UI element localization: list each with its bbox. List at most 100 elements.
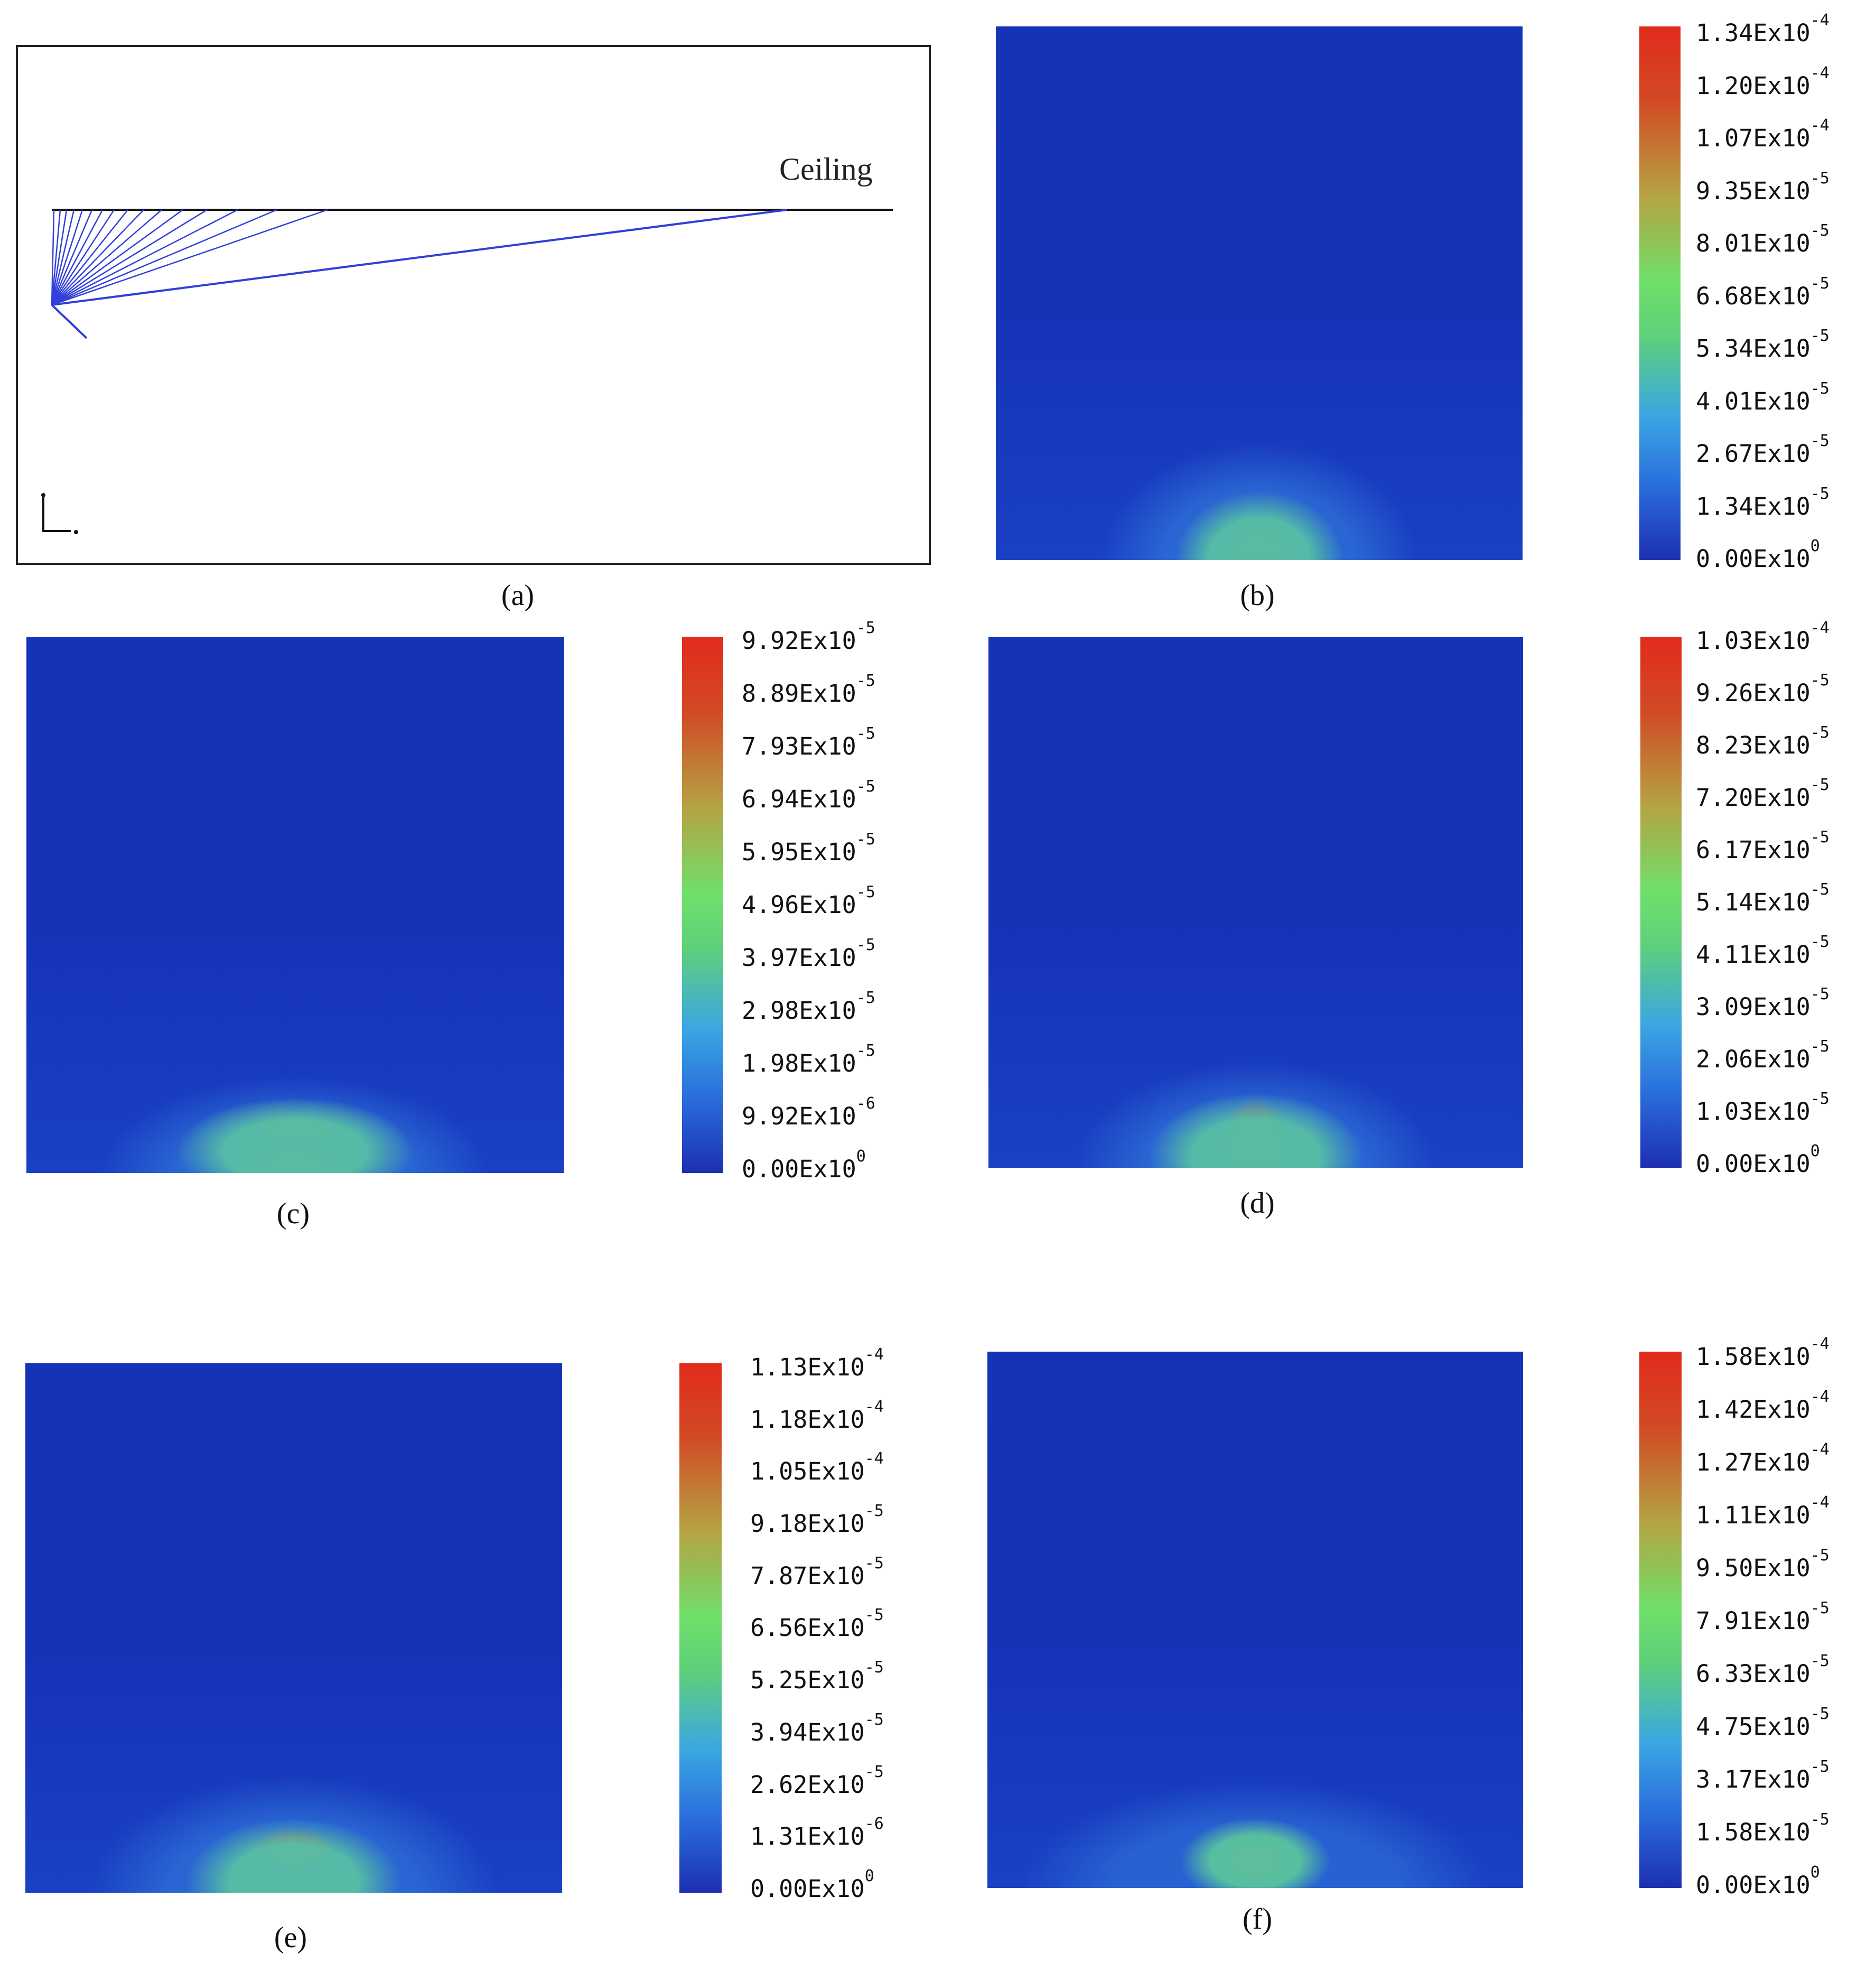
ray-line bbox=[51, 209, 144, 305]
ray-line bbox=[51, 209, 55, 305]
panel-a-geometry: Ceiling bbox=[16, 45, 931, 565]
colorbar-tick-label: 7.93Ex10-5 bbox=[742, 724, 875, 760]
colorbar-tick-label: 2.67Ex10-5 bbox=[1696, 432, 1830, 468]
colorbar-f-labels: 1.58Ex10-4 1.42Ex10-4 1.27Ex10-4 1.11Ex10-4… bbox=[1696, 1335, 1830, 1899]
colorbar-tick-label: 9.92Ex10-5 bbox=[742, 619, 875, 655]
caption-e: (e) bbox=[274, 1921, 307, 1954]
panel-a: Ceiling bbox=[16, 45, 931, 565]
ray-line bbox=[51, 209, 115, 305]
ray-line bbox=[51, 209, 128, 305]
colorbar-tick-label: 6.68Ex10-5 bbox=[1696, 274, 1830, 310]
colorbar-d bbox=[1640, 637, 1682, 1168]
colorbar-tick-label: 3.09Ex10-5 bbox=[1696, 985, 1830, 1021]
ray-line bbox=[51, 209, 183, 306]
colorbar-tick-label: 1.27Ex10-4 bbox=[1696, 1440, 1830, 1476]
colorbar-tick-label: 8.01Ex10-5 bbox=[1696, 221, 1830, 257]
colorbar-tick-label: 1.58Ex10-4 bbox=[1696, 1335, 1830, 1371]
colorbar-tick-label: 2.06Ex10-5 bbox=[1696, 1037, 1830, 1073]
panel-c-field bbox=[26, 637, 564, 1173]
colorbar-tick-label: 5.95Ex10-5 bbox=[742, 830, 875, 866]
ray-line bbox=[51, 209, 61, 305]
colorbar-tick-label: 1.03Ex10-5 bbox=[1696, 1090, 1830, 1125]
colorbar-tick-label: 4.75Ex10-5 bbox=[1696, 1705, 1830, 1741]
ray-line bbox=[51, 209, 104, 305]
colorbar-tick-label: 0.00Ex100 bbox=[1696, 1142, 1820, 1178]
ray-line bbox=[51, 209, 83, 305]
colorbar-tick-label: 4.11Ex10-5 bbox=[1696, 933, 1830, 969]
colorbar-tick-label: 8.89Ex10-5 bbox=[742, 672, 875, 708]
ray-line bbox=[51, 209, 238, 306]
colorbar-tick-label: 1.11Ex10-4 bbox=[1696, 1493, 1830, 1529]
colorbar-e-labels: 1.13Ex10-4 1.18Ex10-4 1.05Ex10-4 9.18Ex10-5… bbox=[750, 1345, 884, 1903]
colorbar-b-labels: 1.34Ex10-4 1.20Ex10-4 1.07Ex10-4 9.35Ex10-5… bbox=[1696, 11, 1830, 573]
colorbar-tick-label: 1.20Ex10-4 bbox=[1696, 63, 1830, 100]
colorbar-tick-label: 0.00Ex100 bbox=[750, 1866, 874, 1903]
colorbar-tick-label: 4.96Ex10-5 bbox=[742, 883, 875, 919]
panel-a-frame bbox=[16, 45, 931, 565]
ray-line bbox=[51, 209, 208, 306]
colorbar-c bbox=[682, 637, 723, 1173]
colorbar-tick-label: 2.62Ex10-5 bbox=[750, 1762, 884, 1799]
source-stub bbox=[51, 304, 88, 339]
colorbar-tick-label: 9.26Ex10-5 bbox=[1696, 671, 1830, 707]
ray-line bbox=[51, 209, 93, 305]
colorbar-tick-label: 5.14Ex10-5 bbox=[1696, 880, 1830, 916]
colorbar-tick-label: 9.18Ex10-5 bbox=[750, 1502, 884, 1538]
colorbar-tick-label: 5.34Ex10-5 bbox=[1696, 327, 1830, 362]
colorbar-tick-label: 1.13Ex10-4 bbox=[750, 1345, 884, 1381]
panel-f-field bbox=[987, 1352, 1523, 1888]
colorbar-tick-label: 1.31Ex10-6 bbox=[750, 1815, 884, 1851]
panel-d-field bbox=[988, 637, 1523, 1168]
colorbar-tick-label: 0.00Ex100 bbox=[742, 1147, 866, 1183]
ray-line bbox=[51, 209, 162, 305]
colorbar-c-labels: 9.92Ex10-5 8.89Ex10-5 7.93Ex10-5 6.94Ex10-5… bbox=[742, 619, 875, 1183]
colorbar-tick-label: 1.98Ex10-5 bbox=[742, 1041, 875, 1077]
colorbar-tick-label: 3.97Ex10-5 bbox=[742, 936, 875, 972]
colorbar-tick-label: 1.34Ex10-5 bbox=[1696, 484, 1830, 520]
panel-e-field bbox=[25, 1363, 562, 1893]
colorbar-e bbox=[679, 1363, 722, 1893]
colorbar-tick-label: 9.50Ex10-5 bbox=[1696, 1546, 1830, 1582]
colorbar-d-labels: 1.03Ex10-4 9.26Ex10-5 8.23Ex10-5 7.20Ex10-5… bbox=[1696, 619, 1830, 1178]
axes-icon bbox=[41, 493, 78, 534]
ray-line bbox=[51, 209, 788, 306]
colorbar-tick-label: 1.18Ex10-4 bbox=[750, 1397, 884, 1434]
colorbar-tick-label: 5.25Ex10-5 bbox=[750, 1658, 884, 1695]
colorbar-tick-label: 0.00Ex100 bbox=[1696, 1863, 1820, 1899]
colorbar-b bbox=[1639, 26, 1681, 560]
caption-c: (c) bbox=[276, 1197, 310, 1230]
caption-b: (b) bbox=[1240, 579, 1275, 612]
colorbar-tick-label: 7.91Ex10-5 bbox=[1696, 1599, 1830, 1635]
ray-line bbox=[51, 209, 68, 305]
colorbar-tick-label: 1.58Ex10-5 bbox=[1696, 1810, 1830, 1846]
colorbar-tick-label: 6.33Ex10-5 bbox=[1696, 1652, 1830, 1688]
ray-line bbox=[51, 209, 328, 306]
colorbar-tick-label: 7.20Ex10-5 bbox=[1696, 776, 1830, 812]
colorbar-tick-label: 6.17Ex10-5 bbox=[1696, 828, 1830, 864]
colorbar-tick-label: 9.35Ex10-5 bbox=[1696, 169, 1830, 205]
caption-d: (d) bbox=[1240, 1187, 1275, 1220]
colorbar-tick-label: 7.87Ex10-5 bbox=[750, 1554, 884, 1590]
colorbar-tick-label: 1.34Ex10-4 bbox=[1696, 11, 1830, 47]
colorbar-tick-label: 6.94Ex10-5 bbox=[742, 777, 875, 813]
panel-b-field bbox=[996, 26, 1523, 560]
ray-line bbox=[51, 209, 75, 305]
caption-a: (a) bbox=[501, 579, 535, 612]
ceiling-label: Ceiling bbox=[779, 152, 873, 187]
caption-f: (f) bbox=[1243, 1903, 1272, 1936]
ray-fan bbox=[51, 209, 788, 306]
colorbar-tick-label: 2.98Ex10-5 bbox=[742, 989, 875, 1025]
ray-line bbox=[51, 209, 277, 306]
colorbar-tick-label: 0.00Ex100 bbox=[1696, 537, 1820, 573]
colorbar-tick-label: 4.01Ex10-5 bbox=[1696, 379, 1830, 415]
colorbar-tick-label: 3.94Ex10-5 bbox=[750, 1710, 884, 1746]
colorbar-tick-label: 1.05Ex10-4 bbox=[750, 1449, 884, 1486]
colorbar-tick-label: 1.03Ex10-4 bbox=[1696, 619, 1830, 655]
colorbar-tick-label: 1.07Ex10-4 bbox=[1696, 116, 1830, 152]
colorbar-tick-label: 1.42Ex10-4 bbox=[1696, 1388, 1830, 1424]
colorbar-tick-label: 3.17Ex10-5 bbox=[1696, 1757, 1830, 1793]
colorbar-tick-label: 6.56Ex10-5 bbox=[750, 1606, 884, 1642]
colorbar-tick-label: 8.23Ex10-5 bbox=[1696, 723, 1830, 759]
colorbar-f bbox=[1639, 1352, 1682, 1888]
colorbar-tick-label: 9.92Ex10-6 bbox=[742, 1094, 875, 1130]
